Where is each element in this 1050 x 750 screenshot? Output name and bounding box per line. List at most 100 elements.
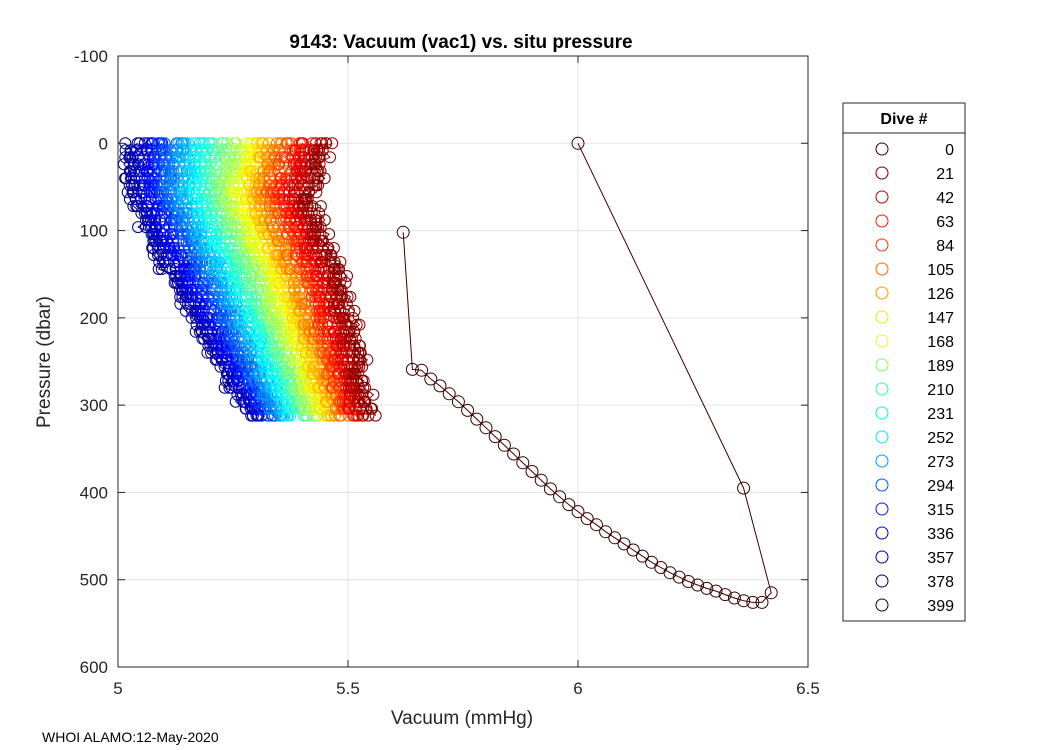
dive-profile [299, 137, 382, 422]
y-tick-label: 300 [80, 396, 108, 415]
dive-profile-marker [295, 297, 308, 310]
dive-0-marker [488, 430, 502, 444]
legend-label: 294 [927, 478, 954, 495]
dive-profile-marker [283, 263, 296, 275]
dive-0-marker [507, 447, 521, 461]
dive-profile-marker [224, 186, 237, 199]
dive-profile-marker [329, 409, 342, 422]
dive-profile-marker [299, 193, 311, 206]
dive-profile-marker [315, 256, 328, 268]
dive-profile-marker [194, 221, 207, 234]
legend-title: Dive # [880, 111, 927, 128]
dive-profile-marker [291, 165, 303, 178]
dive-profile-marker [158, 158, 171, 171]
plot-area-frame [117, 55, 809, 668]
dive-0-marker [691, 578, 705, 592]
dive-profile-marker [288, 276, 300, 289]
dive-profile-marker [189, 137, 202, 150]
dive-profile-marker [246, 270, 258, 282]
dive-profile-marker [127, 200, 140, 213]
dive-0-marker [617, 537, 631, 551]
dive-profile-marker [254, 297, 267, 310]
dive-profile-marker [211, 235, 224, 247]
dive-profile-marker [220, 172, 233, 185]
legend-marker [875, 190, 889, 204]
dive-profile-marker [307, 360, 320, 373]
dive-profile-marker [249, 207, 262, 220]
dive-profile-marker [163, 158, 176, 171]
legend-entry: 0 [875, 142, 954, 159]
dive-profile-marker [187, 193, 200, 206]
dive-profile-marker [227, 214, 240, 227]
dive-0-marker [737, 481, 751, 495]
dive-profile-marker [273, 235, 286, 247]
dive-profile-marker [343, 325, 356, 338]
dive-profile-marker [253, 200, 266, 213]
dive-profile-marker [253, 332, 266, 345]
dive-profile-marker [221, 151, 234, 164]
legend-label: 105 [927, 262, 954, 279]
legend-entry: 189 [875, 358, 954, 375]
dive-profile-marker [306, 158, 319, 171]
dive-profile-marker [135, 186, 148, 199]
dive-profile-marker [187, 179, 200, 192]
dive-profile-marker [273, 249, 286, 261]
dive-profile-marker [304, 374, 317, 387]
dive-profile-marker [305, 207, 318, 220]
legend-marker [875, 454, 889, 468]
y-tick-label: 200 [80, 309, 108, 328]
dive-profiles [117, 137, 382, 422]
dive-profile-marker [291, 242, 304, 254]
dive-profile-marker [219, 325, 232, 338]
dive-profile-marker [196, 144, 208, 157]
dive-profile-marker [310, 221, 323, 234]
dive-profile-marker [313, 402, 326, 415]
dive-profile-marker [254, 151, 267, 164]
dive-profile-marker [240, 221, 253, 234]
dive-profile-marker [275, 304, 287, 317]
dive-profile-marker [356, 360, 369, 373]
dive-profile-marker [244, 158, 257, 171]
dive-profile-marker [312, 297, 325, 310]
dive-profile-marker [280, 256, 293, 268]
dive-profile-marker [323, 228, 336, 241]
dive-profile-marker [345, 360, 358, 373]
x-tick-label: 5 [113, 679, 122, 698]
dive-profile-marker [150, 172, 163, 185]
legend-entry: 21 [875, 166, 954, 183]
dive-profile-marker [119, 144, 132, 157]
dive-profile-marker [313, 158, 326, 171]
dive-0-marker [470, 412, 484, 426]
dive-profile-marker [325, 360, 338, 373]
dive-profile-marker [329, 276, 342, 289]
legend-label: 231 [927, 406, 954, 423]
dive-profile-marker [146, 179, 159, 192]
dive-0-marker [424, 372, 438, 386]
dive-profile-marker [264, 193, 277, 206]
legend-label: 336 [927, 526, 954, 543]
dive-profile-marker [315, 339, 328, 352]
legend-label: 42 [936, 190, 954, 207]
legend-label: 147 [927, 310, 954, 327]
dive-profile-marker [126, 151, 139, 164]
dive-profile-marker [270, 276, 283, 289]
dive-profile-marker [208, 263, 220, 275]
dive-profile-marker [342, 367, 355, 380]
dive-profile-marker [250, 172, 263, 185]
dive-profile-marker [348, 360, 361, 373]
dive-0-marker [727, 591, 741, 605]
dive-profile-marker [243, 228, 256, 241]
dive-profile-marker [306, 200, 319, 213]
y-tick-label: 100 [80, 222, 108, 241]
dive-profile-marker [324, 151, 336, 164]
dive-profile-marker [211, 256, 224, 268]
chart-title: 9143: Vacuum (vac1) vs. situ pressure [289, 32, 632, 53]
dive-profile-marker [274, 325, 287, 338]
legend-marker [875, 238, 889, 252]
dive-profile-marker [200, 144, 213, 157]
dive-profile-marker [339, 276, 352, 289]
dive-profile-marker [295, 339, 308, 352]
dive-profile-marker [286, 297, 299, 310]
legend-marker [875, 358, 889, 372]
dive-profile-marker [353, 339, 366, 352]
